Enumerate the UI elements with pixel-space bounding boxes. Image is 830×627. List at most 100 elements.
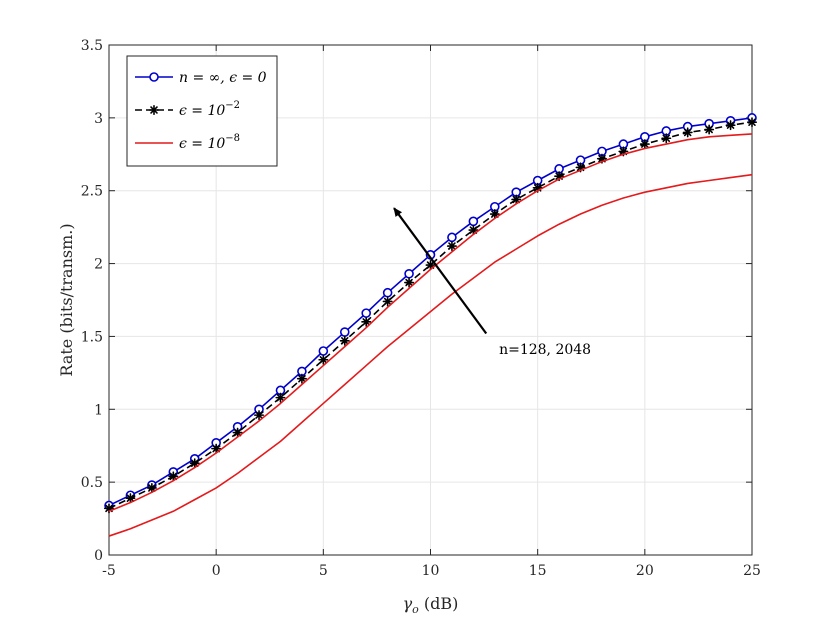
data-point-stroke bbox=[555, 172, 563, 180]
data-point-stroke bbox=[619, 147, 628, 156]
annotation-layer: n=128, 2048 bbox=[393, 207, 591, 358]
annotation-text: n=128, 2048 bbox=[499, 342, 591, 358]
data-point bbox=[318, 346, 329, 356]
y-tick-label: 2.5 bbox=[81, 184, 103, 200]
legend-label-base: ϵ = 10 bbox=[179, 103, 225, 119]
data-point bbox=[382, 296, 393, 307]
legend-label: ϵ = 10−2 bbox=[179, 100, 240, 119]
series-2 bbox=[108, 173, 753, 537]
data-point-stroke bbox=[726, 121, 735, 129]
data-point-stroke bbox=[705, 125, 713, 134]
y-tick-label: 1 bbox=[94, 402, 103, 418]
data-point-stroke bbox=[448, 242, 456, 250]
data-point-stroke bbox=[383, 297, 392, 306]
annotation-arrow bbox=[393, 207, 488, 335]
data-point bbox=[254, 410, 265, 421]
legend-item: ϵ = 10−8 bbox=[135, 133, 240, 152]
series-layer bbox=[104, 113, 758, 537]
data-point bbox=[661, 133, 672, 144]
legend-label-base: ϵ = 10 bbox=[179, 136, 225, 152]
x-tick-label: 0 bbox=[212, 563, 221, 579]
data-point-stroke bbox=[148, 484, 156, 492]
data-point-stroke bbox=[169, 472, 178, 481]
y-tick-label: 3 bbox=[94, 111, 103, 127]
data-point bbox=[339, 335, 350, 346]
data-point bbox=[404, 268, 414, 279]
axis-titles: γo (dB) Rate (bits/transm.) bbox=[57, 223, 458, 616]
data-point-stroke bbox=[426, 261, 435, 269]
series-line bbox=[108, 133, 753, 513]
data-point-stroke bbox=[190, 459, 199, 467]
legend-label-exponent: −2 bbox=[225, 100, 240, 111]
data-point bbox=[725, 120, 736, 131]
y-tick-label: 1.5 bbox=[81, 329, 103, 345]
data-point bbox=[146, 482, 157, 493]
data-point-stroke bbox=[340, 337, 349, 345]
x-axis-title-unit: (dB) bbox=[419, 594, 459, 613]
data-point-stroke bbox=[491, 210, 499, 218]
x-tick-label: 5 bbox=[319, 563, 328, 579]
x-tick-label: 15 bbox=[529, 563, 547, 579]
x-tick-label: -5 bbox=[102, 563, 116, 579]
legend: n = ∞, ϵ = 0ϵ = 10−2ϵ = 10−8 bbox=[126, 55, 278, 167]
data-point-stroke bbox=[298, 374, 306, 383]
x-tick-label: 25 bbox=[743, 563, 761, 579]
data-point bbox=[296, 373, 307, 384]
data-point-stroke bbox=[683, 128, 692, 137]
legend-marker-stroke bbox=[150, 106, 158, 114]
data-point-stroke bbox=[362, 318, 370, 326]
data-point-stroke bbox=[533, 184, 542, 192]
data-point bbox=[746, 117, 758, 128]
x-tick-label: 20 bbox=[636, 563, 654, 579]
x-axis-title-symbol: γ bbox=[403, 594, 413, 613]
grid bbox=[108, 44, 753, 556]
data-point-stroke bbox=[469, 226, 478, 234]
data-point bbox=[275, 392, 286, 403]
legend-item: n = ∞, ϵ = 0 bbox=[135, 70, 267, 86]
data-point bbox=[318, 354, 329, 365]
legend-item: ϵ = 10−2 bbox=[135, 100, 240, 119]
data-point-stroke bbox=[212, 444, 220, 453]
series-line bbox=[108, 173, 753, 537]
data-point bbox=[104, 503, 114, 514]
data-point-stroke bbox=[126, 494, 135, 502]
data-point bbox=[339, 327, 350, 337]
data-point bbox=[382, 287, 393, 298]
data-point bbox=[682, 127, 693, 138]
data-point-stroke bbox=[105, 504, 113, 513]
data-point-stroke bbox=[598, 154, 606, 163]
data-point bbox=[468, 216, 479, 227]
data-point bbox=[168, 471, 179, 482]
y-tick-label: 2 bbox=[94, 257, 103, 273]
data-point bbox=[404, 277, 415, 288]
x-tick-label: 10 bbox=[422, 563, 440, 579]
data-point bbox=[189, 458, 200, 469]
data-point-stroke bbox=[662, 134, 671, 143]
series-3 bbox=[108, 133, 753, 513]
data-point-stroke bbox=[255, 411, 263, 419]
data-point-stroke bbox=[405, 278, 413, 287]
data-point bbox=[361, 316, 372, 327]
data-point bbox=[489, 209, 500, 220]
x-axis-title: γo (dB) bbox=[403, 594, 459, 616]
data-point bbox=[639, 139, 650, 150]
legend-label-exponent: −8 bbox=[225, 133, 240, 144]
legend-marker bbox=[149, 72, 159, 82]
y-tick-label: 3.5 bbox=[81, 38, 103, 54]
legend-label: ϵ = 10−8 bbox=[179, 133, 240, 152]
data-point-stroke bbox=[512, 195, 521, 204]
data-point bbox=[446, 241, 457, 252]
legend-label: n = ∞, ϵ = 0 bbox=[179, 70, 267, 86]
data-point bbox=[125, 493, 136, 504]
data-point-stroke bbox=[748, 118, 756, 126]
data-point bbox=[361, 308, 372, 318]
data-point-stroke bbox=[319, 355, 328, 364]
data-point-stroke bbox=[233, 428, 242, 437]
data-point bbox=[704, 124, 715, 135]
data-point bbox=[447, 232, 457, 243]
data-point-stroke bbox=[641, 140, 649, 148]
data-point-stroke bbox=[276, 393, 285, 402]
